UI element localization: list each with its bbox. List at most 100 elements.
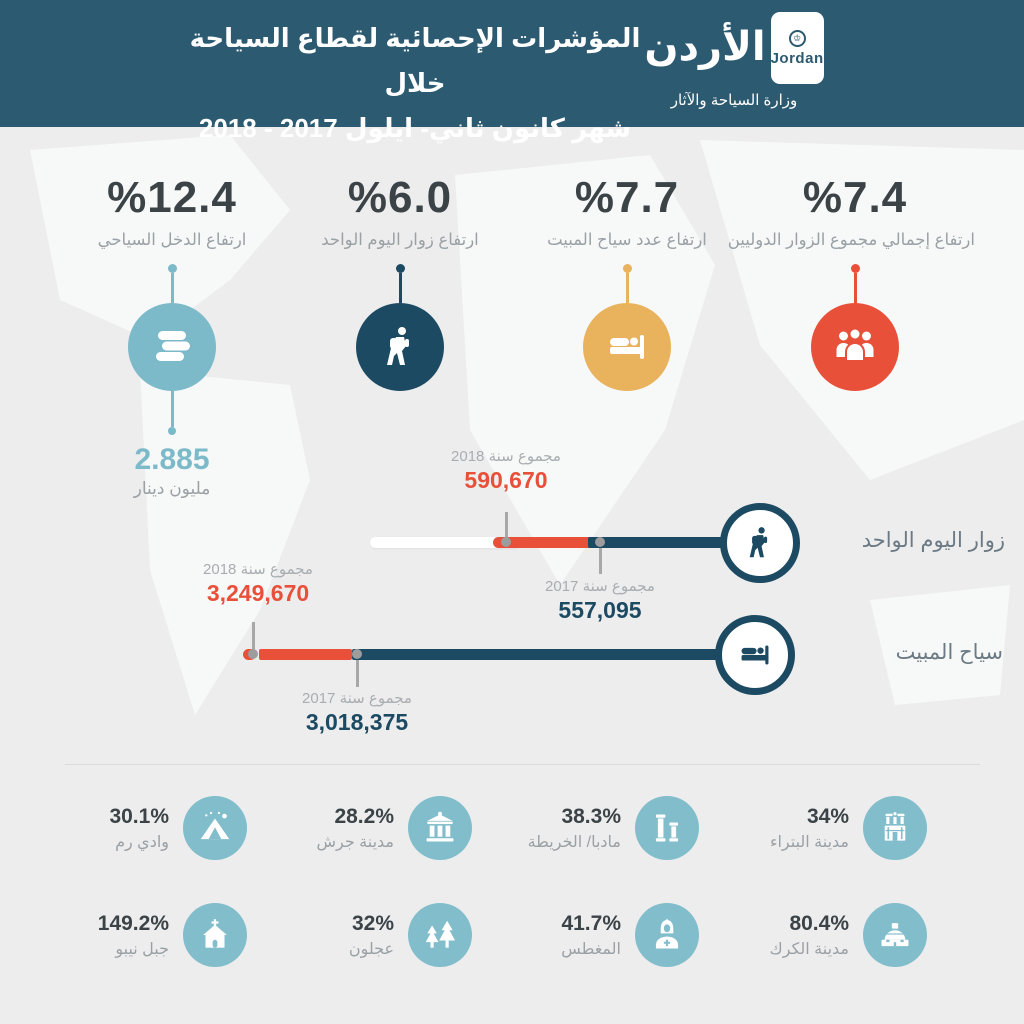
bar2-2017-pin-dot (352, 649, 362, 659)
castle-icon (881, 923, 909, 947)
site-icon-circle (408, 903, 472, 967)
bar1-2017-pin-dot (595, 537, 605, 547)
temple-icon (426, 811, 454, 842)
jordan-arabic-kufic-logo: الأردن (644, 25, 766, 69)
site-text: 80.4% مدينة الكرك (677, 912, 849, 959)
bar2-2018-pin-stem (252, 622, 255, 651)
bar1-2017-callout: مجموع سنة 2017 557,095 (500, 577, 700, 624)
site-ajloun: 32% عجلون (222, 900, 472, 970)
baptism-figure-icon (655, 918, 679, 949)
pin-dot (850, 264, 860, 273)
bed-icon (741, 645, 769, 665)
stat-icon-circle (583, 303, 671, 391)
stat-icon-circle (811, 303, 899, 391)
section-divider (65, 764, 980, 765)
church-icon (203, 919, 227, 948)
page-title: المؤشرات الإحصائية لقطاع السياحة خلال شه… (185, 16, 645, 151)
stat-icon-circle (128, 303, 216, 391)
jordan-brand-box: ♔ Jordan (770, 12, 824, 84)
bar2-2018-callout: مجموع سنة 2018 3,249,670 (158, 560, 358, 607)
site-text: 32% عجلون (222, 912, 394, 959)
site-icon-circle (408, 796, 472, 860)
site-name: عجلون (348, 940, 394, 958)
bar1-2017-segment (588, 537, 728, 548)
site-name: المغطس (561, 940, 621, 958)
site-icon-circle (635, 796, 699, 860)
coins-icon (156, 331, 190, 361)
site-icon-circle (863, 796, 927, 860)
site-percent: 38.3% (561, 804, 621, 828)
income-amount: 2.885 (134, 443, 210, 476)
bar1-2018-callout: مجموع سنة 2018 590,670 (406, 447, 606, 494)
tent-icon (200, 811, 230, 840)
bar2-2017-callout: مجموع سنة 2017 3,018,375 (257, 689, 457, 736)
site-text: 38.3% مادبا/ الخريطة (449, 805, 621, 852)
header: المؤشرات الإحصائية لقطاع السياحة خلال شه… (0, 0, 1024, 143)
pin-dot (622, 264, 632, 273)
pin-stem (398, 273, 402, 303)
site-percent: 149.2% (97, 911, 169, 935)
site-percent: 41.7% (561, 911, 621, 935)
pine-trees-icon (425, 920, 456, 948)
pin-dot (167, 264, 177, 273)
stat-international-visitors: %7.4 ارتفاع إجمالي مجموع الزوار الدوليين (727, 172, 975, 391)
site-name: مادبا/ الخريطة (527, 833, 621, 851)
site-icon-circle (183, 903, 247, 967)
stat-overnight-tourists: %7.7 ارتفاع عدد سياح المبيت (507, 172, 747, 391)
pin-dot (395, 264, 405, 273)
site-percent: 34% (806, 804, 849, 828)
site-icon-circle (183, 796, 247, 860)
site-petra: 34% مدينة البتراء (677, 793, 927, 863)
hiker-icon (749, 527, 768, 558)
bar2-2018-segment (259, 649, 352, 660)
bar2-2017-pin-stem (356, 660, 359, 687)
site-icon-circle (635, 903, 699, 967)
site-jerash: 28.2% مدينة جرش (222, 793, 472, 863)
site-text: 149.2% جبل نيبو (0, 912, 169, 959)
stat-label: ارتفاع الدخل السياحي (97, 231, 247, 249)
pin-stem (625, 273, 629, 303)
year-label-2017: مجموع سنة 2017 (302, 690, 412, 707)
stat-day-visitors: %6.0 ارتفاع زوار اليوم الواحد (280, 172, 520, 391)
site-mount-nebo: 149.2% جبل نيبو (0, 900, 247, 970)
bar1-2018-pin-dot (501, 537, 511, 547)
stat-label: ارتفاع عدد سياح المبيت (547, 231, 707, 249)
site-percent: 32% (351, 911, 394, 935)
year-label-2017: مجموع سنة 2017 (545, 578, 655, 595)
jordan-wordmark: Jordan (770, 49, 824, 67)
year-label-2018: مجموع سنة 2018 (451, 448, 561, 465)
site-icon-circle (863, 903, 927, 967)
stat-icon-circle (356, 303, 444, 391)
pin-dot (168, 427, 176, 435)
pin-stem (170, 391, 174, 427)
bar1-icon-ring (720, 503, 800, 583)
income-unit: مليون دينار (133, 479, 211, 498)
site-name: مدينة الكرك (769, 940, 849, 958)
bar1-2018-pin-stem (505, 512, 508, 539)
site-name: جبل نيبو (115, 940, 169, 958)
petra-facade-icon (884, 812, 906, 841)
site-karak: 80.4% مدينة الكرك (677, 900, 927, 970)
pin-stem (853, 273, 857, 303)
royal-seal-icon: ♔ (788, 29, 806, 47)
site-madaba: 38.3% مادبا/ الخريطة (449, 793, 699, 863)
site-percent: 80.4% (789, 911, 849, 935)
site-text: 28.2% مدينة جرش (222, 805, 394, 852)
site-text: 30.1% وادي رم (0, 805, 169, 852)
hiker-icon (387, 327, 409, 365)
stat-label: ارتفاع إجمالي مجموع الزوار الدوليين (727, 231, 975, 249)
site-text: 41.7% المغطس (449, 912, 621, 959)
site-wadi-rum: 30.1% وادي رم (0, 793, 247, 863)
bar2-2018-pin-dot (248, 649, 258, 659)
year-label-2018: مجموع سنة 2018 (203, 561, 313, 578)
bar2-icon-ring (715, 615, 795, 695)
stat-value: %6.0 (347, 173, 453, 222)
value-2018: 3,249,670 (206, 580, 310, 606)
logo-marks: ♔ Jordan الأردن (644, 12, 824, 84)
stat-value: %7.7 (574, 173, 680, 222)
value-2017: 3,018,375 (305, 709, 409, 735)
site-name: وادي رم (115, 833, 169, 851)
bar1-name: زوار اليوم الواحد (861, 529, 1005, 552)
